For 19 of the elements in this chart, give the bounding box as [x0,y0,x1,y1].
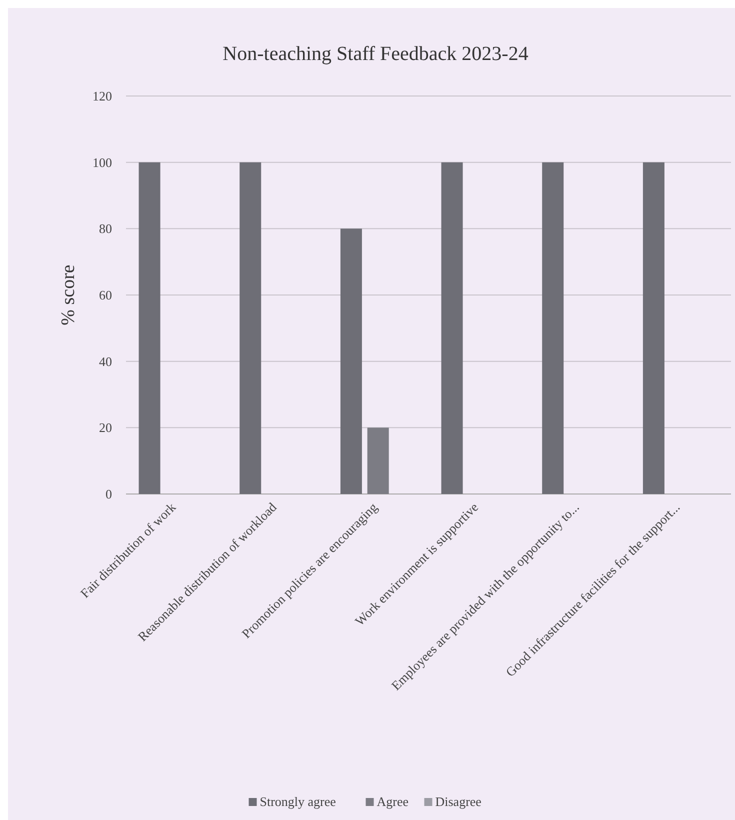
bar [240,162,262,494]
y-tick-label: 80 [99,221,112,236]
legend-label: Disagree [435,794,482,809]
bar [138,162,160,494]
legend-label: Agree [376,794,409,809]
y-tick-label: 0 [106,486,112,502]
bar [441,162,463,494]
y-axis-title: % score [58,264,79,326]
bar [642,162,664,494]
y-tick-label: 20 [99,420,112,436]
chart-title: Non-teaching Staff Feedback 2023-24 [222,43,528,65]
bar [367,428,389,494]
y-tick-label: 120 [92,88,112,104]
bar [340,228,362,494]
bar [542,162,564,494]
y-tick-label: 40 [99,354,112,369]
y-tick-label: 100 [92,154,112,170]
legend-label: Strongly agree [260,794,336,809]
y-tick-label: 60 [99,288,112,303]
